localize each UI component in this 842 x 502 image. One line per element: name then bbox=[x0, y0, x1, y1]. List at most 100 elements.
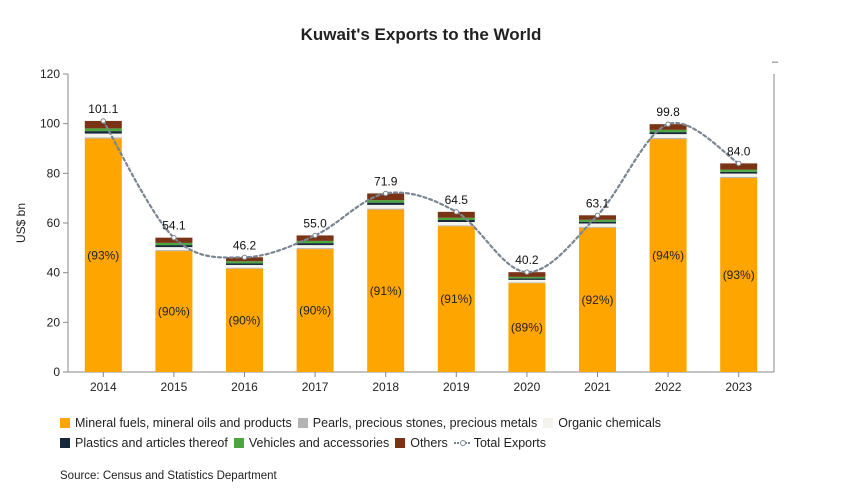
y-axis-label: US$ bn bbox=[14, 203, 28, 243]
bar-vehicles-and-accessories-2014 bbox=[84, 128, 122, 132]
legend-swatch-pearls bbox=[297, 418, 308, 428]
y-axis-ticks: 0 20 40 60 80 100 120 bbox=[40, 67, 68, 379]
share-label-2023: (93%) bbox=[723, 268, 755, 282]
bar-organic-chemicals-2018 bbox=[367, 204, 405, 209]
bar-vehicles-and-accessories-2022 bbox=[649, 129, 687, 133]
bar-vehicles-and-accessories-2021 bbox=[579, 219, 616, 222]
legend-item-pearls: Pearls, precious stones, precious metals bbox=[297, 416, 537, 430]
bar-organic-chemicals-2014 bbox=[84, 133, 122, 138]
share-label-2014: (93%) bbox=[87, 248, 119, 262]
share-label-2020: (89%) bbox=[511, 321, 543, 335]
total-label-2019: 64.5 bbox=[445, 193, 469, 207]
total-label-2022: 99.8 bbox=[656, 105, 680, 119]
bar-others-2022 bbox=[649, 124, 687, 130]
x-tick-label-2021: 2021 bbox=[584, 380, 611, 394]
bar-organic-chemicals-2020 bbox=[508, 279, 546, 283]
total-label-2021: 63.1 bbox=[586, 196, 610, 210]
total-point-2014 bbox=[100, 118, 107, 124]
bar-plastics-and-articles-thereof-2023 bbox=[720, 171, 758, 174]
share-label-2015: (90%) bbox=[158, 305, 190, 319]
total-point-2019 bbox=[453, 209, 459, 215]
chart-svg: Kuwait's Exports to the World US$ bn 0 20… bbox=[14, 25, 775, 394]
bar-mineral-fuels-mineral-oils-and-products-2021 bbox=[579, 227, 616, 372]
bar-pearls-precious-stones-precious-metals-2018 bbox=[367, 208, 405, 210]
bar-pearls-precious-stones-precious-metals-2020 bbox=[508, 282, 546, 284]
total-label-2020: 40.2 bbox=[515, 253, 539, 267]
total-point-2022 bbox=[665, 121, 671, 127]
legend-item-total-exports: Total Exports bbox=[453, 436, 546, 450]
bar-plastics-and-articles-thereof-2021 bbox=[579, 221, 616, 224]
legend-label-others: Others bbox=[410, 436, 448, 450]
total-point-2015 bbox=[171, 234, 177, 241]
legend-item-mineral-fuels: Mineral fuels, mineral oils and products bbox=[60, 416, 292, 430]
x-tick-label-2019: 2019 bbox=[443, 380, 470, 394]
bar-pearls-precious-stones-precious-metals-2014 bbox=[84, 137, 122, 139]
bar-mineral-fuels-mineral-oils-and-products-2016 bbox=[226, 268, 263, 372]
bar-plastics-and-articles-thereof-2020 bbox=[508, 278, 546, 280]
legend-item-plastics: Plastics and articles thereof bbox=[60, 436, 228, 450]
share-label-2017: (90%) bbox=[299, 304, 331, 318]
y-tick-label: 120 bbox=[40, 67, 60, 81]
share-label-2018: (91%) bbox=[370, 284, 402, 298]
bar-plastics-and-articles-thereof-2014 bbox=[84, 131, 122, 134]
total-point-2020 bbox=[524, 269, 530, 275]
legend-swatch-vehicles bbox=[233, 438, 244, 448]
bar-plastics-and-articles-thereof-2019 bbox=[437, 220, 475, 223]
x-tick-label-2015: 2015 bbox=[161, 380, 188, 394]
bar-mineral-fuels-mineral-oils-and-products-2019 bbox=[437, 226, 475, 372]
legend: Mineral fuels, mineral oils and products… bbox=[60, 413, 760, 453]
total-exports-line bbox=[102, 119, 740, 274]
y-tick-label: 80 bbox=[47, 166, 61, 180]
bar-pearls-precious-stones-precious-metals-2022 bbox=[649, 137, 687, 140]
bar-mineral-fuels-mineral-oils-and-products-2015 bbox=[155, 251, 193, 372]
bar-others-2018 bbox=[367, 193, 405, 201]
bar-pearls-precious-stones-precious-metals-2023 bbox=[720, 176, 758, 179]
legend-label-plastics: Plastics and articles thereof bbox=[75, 436, 228, 450]
bar-organic-chemicals-2019 bbox=[437, 222, 475, 226]
bar-vehicles-and-accessories-2023 bbox=[720, 169, 758, 172]
bar-organic-chemicals-2022 bbox=[649, 134, 687, 138]
bar-pearls-precious-stones-precious-metals-2019 bbox=[437, 225, 475, 227]
bar-others-2019 bbox=[437, 211, 475, 218]
x-tick-label-2018: 2018 bbox=[372, 380, 399, 394]
bar-plastics-and-articles-thereof-2018 bbox=[367, 202, 405, 205]
x-tick-label-2014: 2014 bbox=[90, 380, 117, 394]
bar-vehicles-and-accessories-2018 bbox=[367, 200, 405, 203]
share-label-2019: (91%) bbox=[440, 292, 472, 306]
share-label-2022: (94%) bbox=[652, 249, 684, 263]
bar-plastics-and-articles-thereof-2015 bbox=[155, 245, 193, 248]
bar-organic-chemicals-2017 bbox=[296, 245, 334, 249]
legend-label-organic-chemicals: Organic chemicals bbox=[558, 416, 662, 430]
legend-swatch-total-exports bbox=[453, 438, 470, 448]
bar-vehicles-and-accessories-2015 bbox=[155, 242, 193, 246]
bar-vehicles-and-accessories-2016 bbox=[226, 261, 263, 264]
bar-mineral-fuels-mineral-oils-and-products-2018 bbox=[367, 209, 405, 372]
bar-mineral-fuels-mineral-oils-and-products-2022 bbox=[649, 139, 687, 372]
corner-mark: – bbox=[772, 56, 779, 68]
y-tick-label: 20 bbox=[47, 315, 61, 329]
legend-row-1: Mineral fuels, mineral oils and products… bbox=[60, 413, 760, 433]
share-label-2021: (92%) bbox=[581, 293, 613, 307]
legend-swatch-plastics bbox=[60, 438, 70, 448]
legend-label-total-exports: Total Exports bbox=[473, 436, 546, 450]
x-tick-label-2017: 2017 bbox=[302, 380, 329, 394]
total-point-2016 bbox=[241, 254, 248, 260]
total-point-2021 bbox=[594, 212, 601, 219]
bar-organic-chemicals-2015 bbox=[155, 247, 193, 251]
legend-label-mineral-fuels: Mineral fuels, mineral oils and products bbox=[75, 416, 292, 430]
bar-vehicles-and-accessories-2020 bbox=[508, 276, 546, 279]
bar-pearls-precious-stones-precious-metals-2016 bbox=[226, 267, 263, 269]
total-point-2017 bbox=[312, 232, 318, 239]
bar-plastics-and-articles-thereof-2016 bbox=[226, 263, 263, 265]
total-label-2015: 54.1 bbox=[162, 219, 186, 233]
x-tick-label-2020: 2020 bbox=[514, 380, 541, 394]
total-exports-line-group bbox=[100, 118, 742, 275]
x-axis-ticks: 2014 2015 2016 2017 2018 2019 2020 2021 2022 2023 bbox=[90, 372, 752, 394]
y-tick-label: 0 bbox=[53, 365, 60, 379]
total-label-2016: 46.2 bbox=[233, 238, 257, 252]
x-tick-label-2016: 2016 bbox=[231, 380, 258, 394]
legend-item-organic-chemicals: Organic chemicals bbox=[543, 416, 661, 430]
chart-title: Kuwait's Exports to the World bbox=[301, 25, 542, 44]
total-labels-group: 101.1 54.1 46.2 55.0 71.9 64.5 40.2 63.1 99.8 84.… bbox=[88, 102, 750, 267]
bar-others-2023 bbox=[720, 163, 758, 170]
